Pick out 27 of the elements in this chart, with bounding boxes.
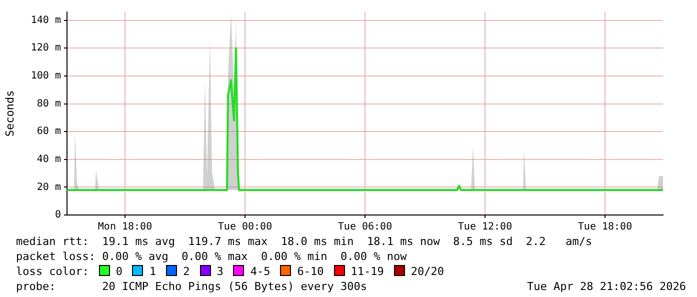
y-axis-title: Seconds: [3, 90, 16, 137]
x-tick-label: Tue 06:00: [338, 222, 392, 233]
text: 3: [216, 265, 224, 278]
text: 0: [116, 265, 122, 278]
y-tick-label: 40 m: [36, 154, 61, 165]
x-tick-label: Tue 00:00: [218, 222, 272, 233]
text: 1: [149, 265, 156, 278]
text: Tue Apr 28 21:02:56 2026: [527, 279, 686, 294]
text: median rtt: 19.1 ms avg 119.7 ms max 18.0 ms min 18.1 ms now 8.5 ms sd 2.2 am/s: [16, 234, 594, 249]
x-tick-label: Tue 18:00: [578, 222, 632, 233]
y-tick-label: 80 m: [36, 98, 61, 110]
text: 4-5: [250, 265, 270, 278]
y-tick-label: 0: [54, 210, 61, 221]
y-tick-label: 20 m: [36, 182, 61, 193]
y-tick-label: 100 m: [30, 70, 61, 82]
text: 11-19: [350, 265, 384, 278]
text: packet loss: 0.00 % avg 0.00 % max 0.00 % min 0.00 % now: [16, 249, 408, 264]
text: 2: [183, 265, 190, 278]
text: probe: 20 ICMP Echo Pings (56 Bytes) every 300s: [16, 280, 367, 293]
y-tick-label: 140 m: [30, 14, 61, 26]
text: 6-10: [297, 265, 324, 278]
text: 20/20: [410, 265, 444, 278]
y-tick-label: 120 m: [30, 42, 61, 54]
x-tick-label: Mon 18:00: [98, 222, 152, 233]
y-tick-label: 60 m: [36, 126, 61, 138]
x-tick-label: Tue 12:00: [458, 222, 512, 233]
text: loss color:: [16, 265, 89, 278]
